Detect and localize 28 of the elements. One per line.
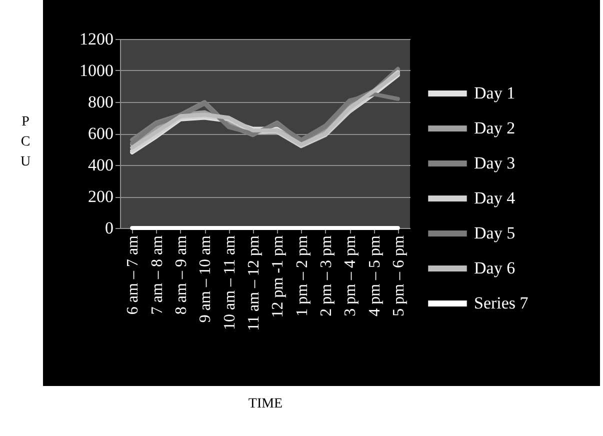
x-tick-label: 1 pm – 2 pm <box>294 234 311 316</box>
y-axis-title: PCU <box>20 114 31 170</box>
x-tick-label: 6 am – 7 am <box>124 234 142 315</box>
x-tick-label: 8 am – 9 am <box>172 234 190 315</box>
x-tick-label: 5 pm – 6 pm <box>390 234 408 316</box>
x-tick-label: 10 am – 11 am <box>221 234 238 330</box>
legend-label: Day 3 <box>474 154 516 172</box>
legend-label: Day 4 <box>474 188 516 208</box>
legend-label: Day 6 <box>474 258 516 278</box>
legend-label: Series 7 <box>474 294 529 312</box>
x-tick-label: 11 am – 12 pm <box>245 234 262 331</box>
legend-label: Day 2 <box>474 118 516 138</box>
y-tick-label: 1000 <box>80 61 114 80</box>
x-tick-label: 4 pm – 5 pm <box>366 234 384 316</box>
x-tick-label: 3 pm – 4 pm <box>342 234 360 316</box>
x-tick-label: 7 am – 8 am <box>148 234 166 315</box>
x-tick-label: 2 pm – 3 pm <box>318 234 335 316</box>
x-tick-label: 9 am – 10 am <box>197 234 214 323</box>
legend-label: Day 5 <box>474 224 516 242</box>
y-tick-label: 800 <box>88 92 114 112</box>
legend-label: Day 1 <box>474 84 516 102</box>
y-tick-label: 400 <box>88 156 114 174</box>
x-axis-title: TIME <box>248 396 283 412</box>
y-tick-label: 1200 <box>80 30 114 48</box>
x-tick-label: 12 pm -1 pm <box>270 234 287 318</box>
y-tick-label: 0 <box>105 218 114 238</box>
y-tick-label: 200 <box>88 187 114 206</box>
y-tick-label: 600 <box>88 124 114 143</box>
